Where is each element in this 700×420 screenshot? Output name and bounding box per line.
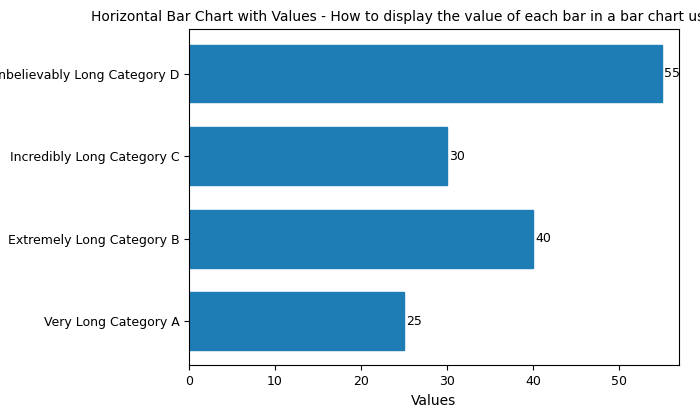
Bar	[189, 45, 662, 102]
Title: Horizontal Bar Chart with Values - How to display the value of each bar in a bar: Horizontal Bar Chart with Values - How t…	[91, 10, 700, 24]
X-axis label: Values: Values	[412, 394, 456, 408]
Text: 30: 30	[449, 150, 466, 163]
Text: 40: 40	[536, 232, 552, 245]
Text: 55: 55	[664, 67, 680, 80]
Text: 25: 25	[407, 315, 422, 328]
Bar	[189, 210, 533, 268]
Bar	[189, 292, 404, 350]
Bar	[189, 127, 447, 185]
